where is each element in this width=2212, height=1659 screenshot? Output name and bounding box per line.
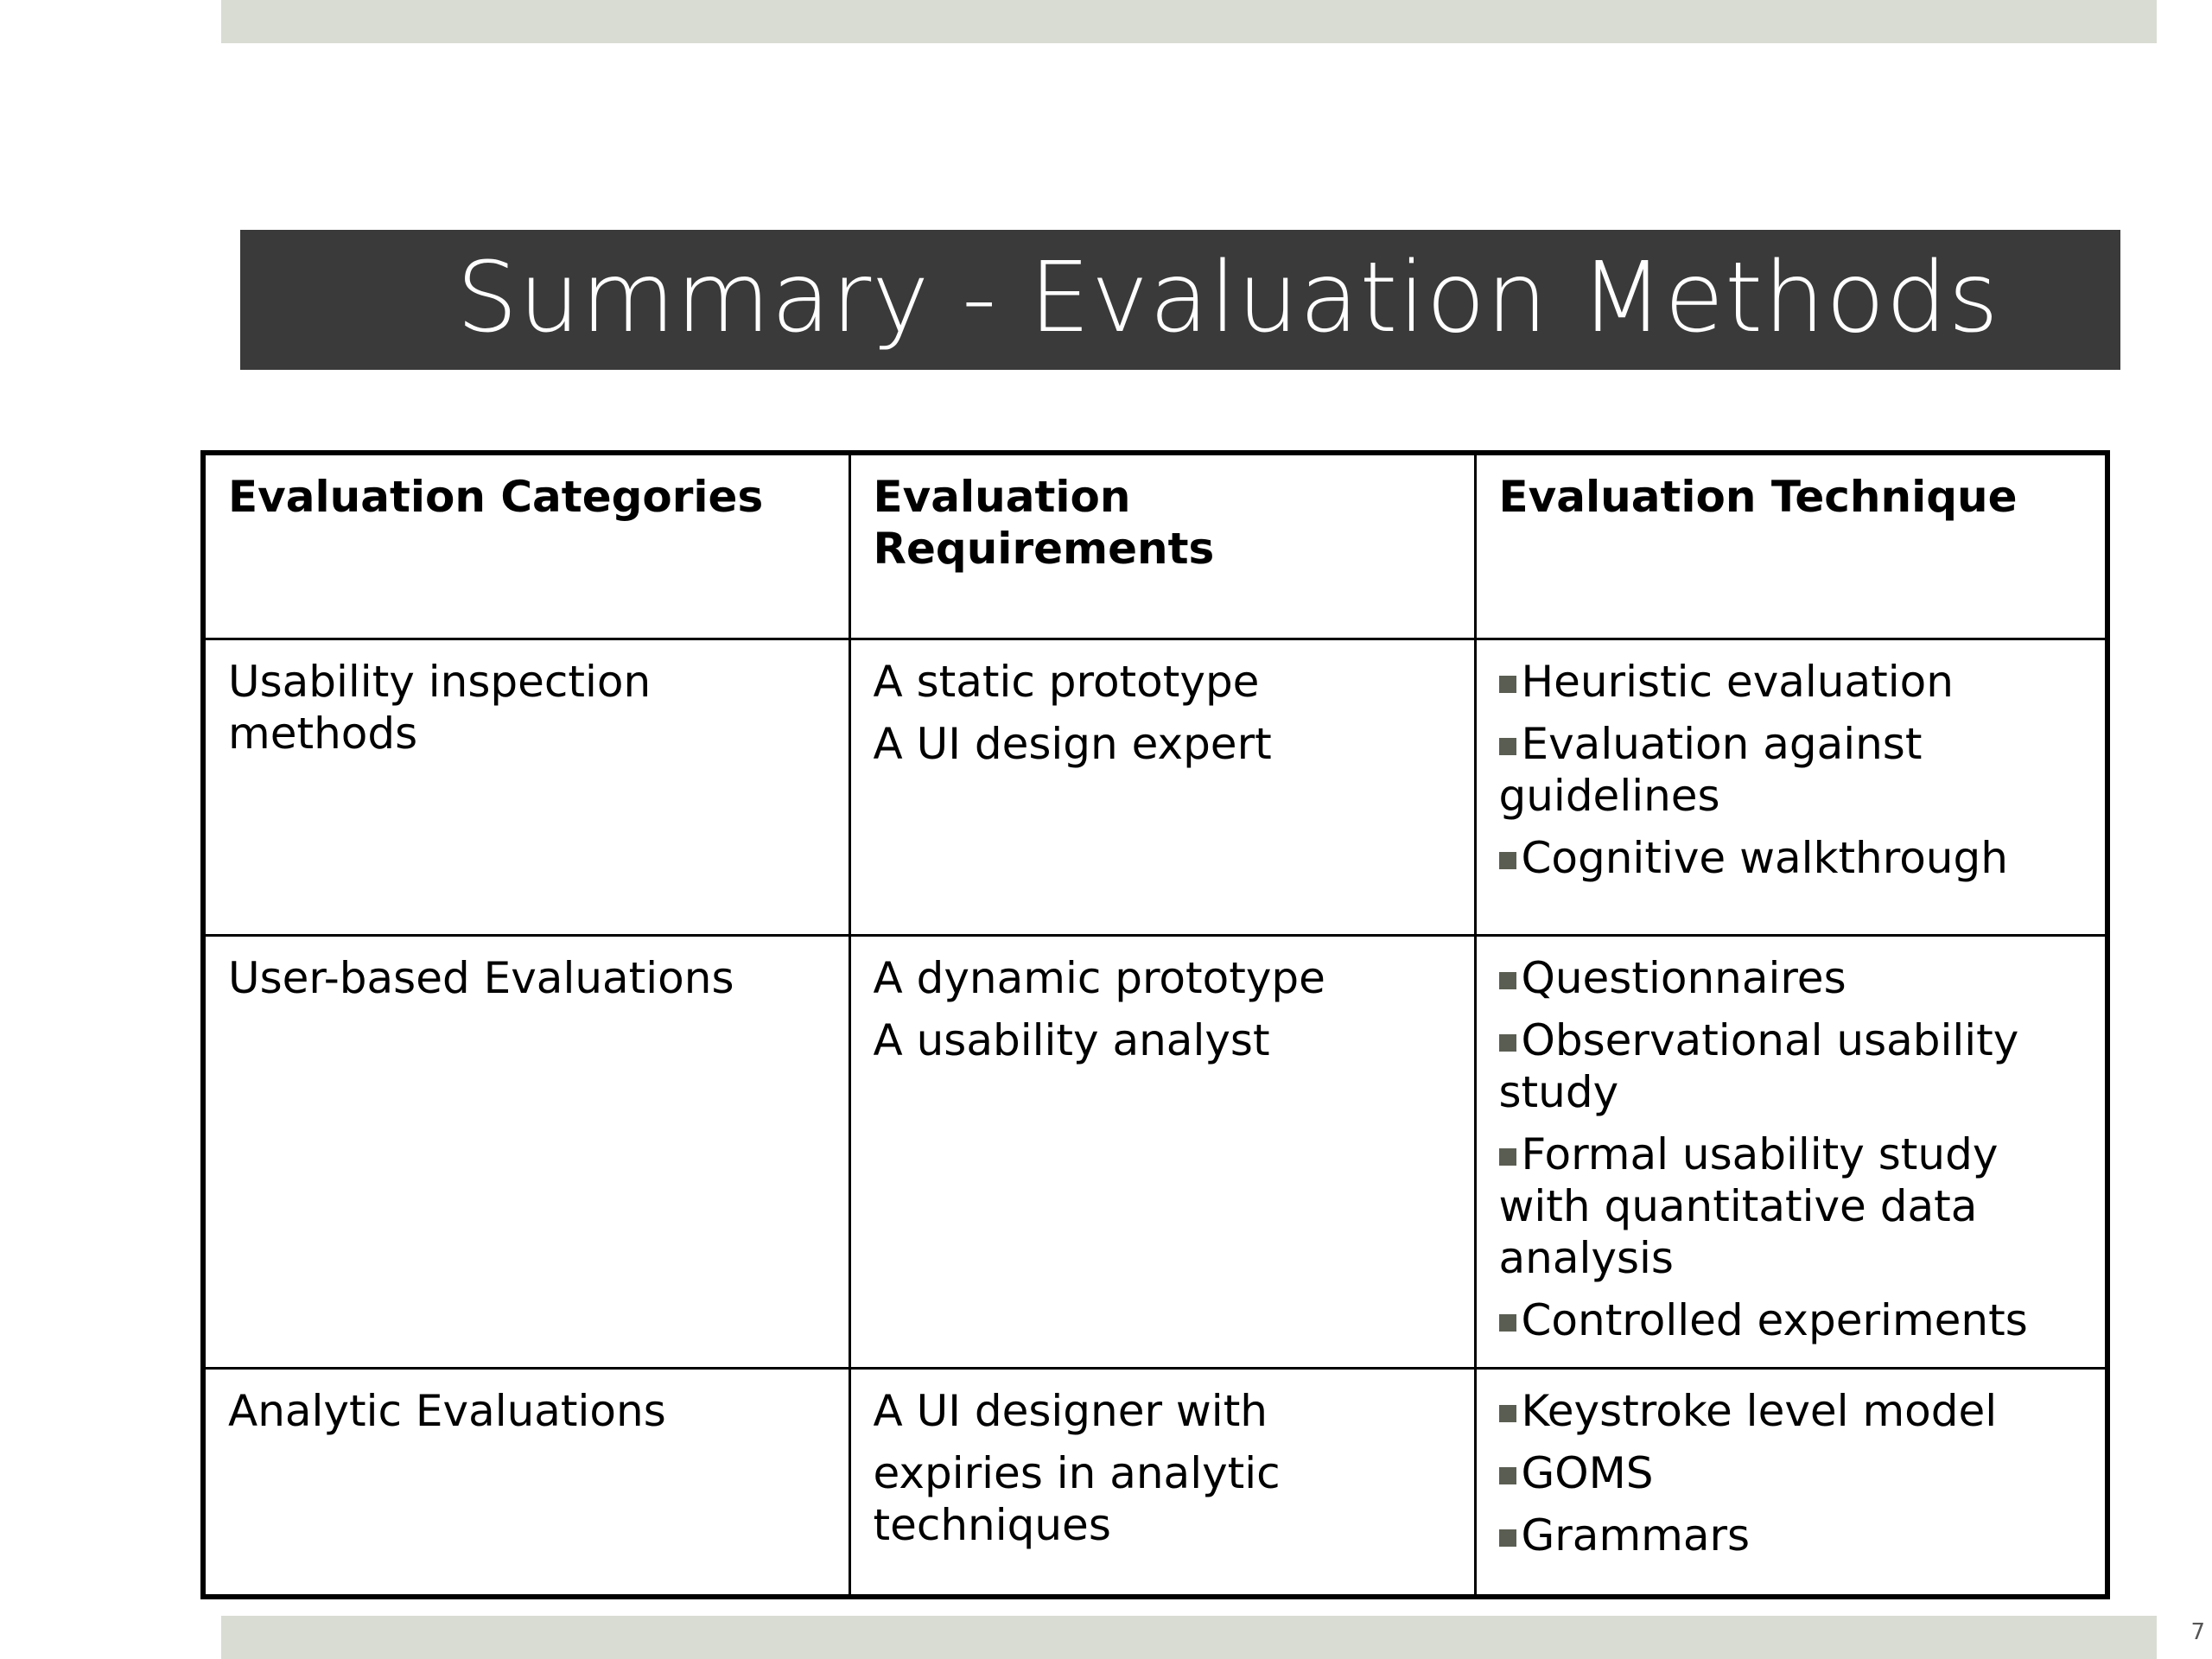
title-band: Summary - Evaluation Methods [240, 230, 2120, 370]
category-cell: User-based Evaluations [201, 933, 851, 1370]
techniques-cell: Questionnaires Observational usability s… [1473, 933, 2109, 1370]
square-bullet-icon [1498, 1147, 1516, 1166]
square-bullet-icon [1498, 851, 1516, 869]
slide-title: Summary - Evaluation Methods [456, 242, 1999, 354]
technique-item: Keystroke level model [1498, 1385, 2083, 1437]
requirement-text: A static prototype [873, 656, 1260, 707]
technique-item: Grammars [1498, 1510, 2083, 1561]
evaluation-methods-table: Evaluation Categories Evaluation Require… [200, 450, 2110, 1599]
requirement-text: A UI design expert [873, 718, 1272, 769]
technique-text: Keystroke level model [1521, 1385, 1998, 1436]
square-bullet-icon [1498, 971, 1516, 989]
requirements-cell: A dynamic prototype A usability analyst [848, 933, 1477, 1370]
table-row: Usability inspection methods A static pr… [201, 637, 2109, 937]
techniques-cell: Keystroke level model GOMS Grammars [1473, 1366, 2109, 1599]
header-requirements: Evaluation Requirements [848, 451, 1477, 640]
requirement-text: expiries in analytic techniques [873, 1447, 1281, 1550]
top-accent-bar [221, 0, 2157, 43]
square-bullet-icon [1498, 1033, 1516, 1052]
square-bullet-icon [1498, 1529, 1516, 1547]
requirement-text: A dynamic prototype [873, 952, 1325, 1003]
technique-item: Questionnaires [1498, 952, 2083, 1004]
technique-item: Controlled experiments [1498, 1294, 2083, 1346]
bottom-accent-bar [221, 1616, 2157, 1659]
table-row: Analytic Evaluations A UI designer with … [201, 1366, 2109, 1599]
requirements-cell: A UI designer with expiries in analytic … [848, 1366, 1477, 1599]
square-bullet-icon [1498, 675, 1516, 693]
technique-text: Formal usability study with quantitative… [1498, 1128, 1999, 1283]
technique-item: Evaluation against guidelines [1498, 718, 2083, 822]
table-row: User-based Evaluations A dynamic prototy… [201, 933, 2109, 1370]
square-bullet-icon [1498, 1466, 1516, 1484]
category-text: User-based Evaluations [228, 952, 734, 1003]
technique-item: Cognitive walkthrough [1498, 832, 2083, 884]
square-bullet-icon [1498, 737, 1516, 755]
technique-text: Grammars [1521, 1510, 1751, 1560]
technique-item: Heuristic evaluation [1498, 656, 2083, 708]
category-cell: Analytic Evaluations [201, 1366, 851, 1599]
square-bullet-icon [1498, 1313, 1516, 1332]
technique-text: Heuristic evaluation [1521, 656, 1954, 707]
techniques-cell: Heuristic evaluation Evaluation against … [1473, 637, 2109, 937]
technique-text: Controlled experiments [1521, 1294, 2028, 1345]
category-cell: Usability inspection methods [201, 637, 851, 937]
technique-text: Cognitive walkthrough [1521, 832, 2008, 883]
technique-item: GOMS [1498, 1447, 2083, 1499]
technique-item: Observational usability study [1498, 1014, 2083, 1118]
table-header-row: Evaluation Categories Evaluation Require… [201, 451, 2109, 640]
technique-text: Observational usability study [1498, 1014, 2019, 1117]
slide-number: 7 [2190, 1619, 2205, 1645]
square-bullet-icon [1498, 1404, 1516, 1422]
category-text: Usability inspection methods [228, 656, 652, 759]
technique-text: Questionnaires [1521, 952, 1847, 1003]
technique-item: Formal usability study with quantitative… [1498, 1128, 2083, 1284]
category-text: Analytic Evaluations [228, 1385, 666, 1436]
requirement-text: A UI designer with [873, 1385, 1268, 1436]
requirement-text: A usability analyst [873, 1014, 1270, 1065]
technique-text: GOMS [1521, 1447, 1654, 1498]
requirements-cell: A static prototype A UI design expert [848, 637, 1477, 937]
header-technique: Evaluation Technique [1473, 451, 2109, 640]
technique-text: Evaluation against guidelines [1498, 718, 1923, 821]
header-categories: Evaluation Categories [201, 451, 851, 640]
